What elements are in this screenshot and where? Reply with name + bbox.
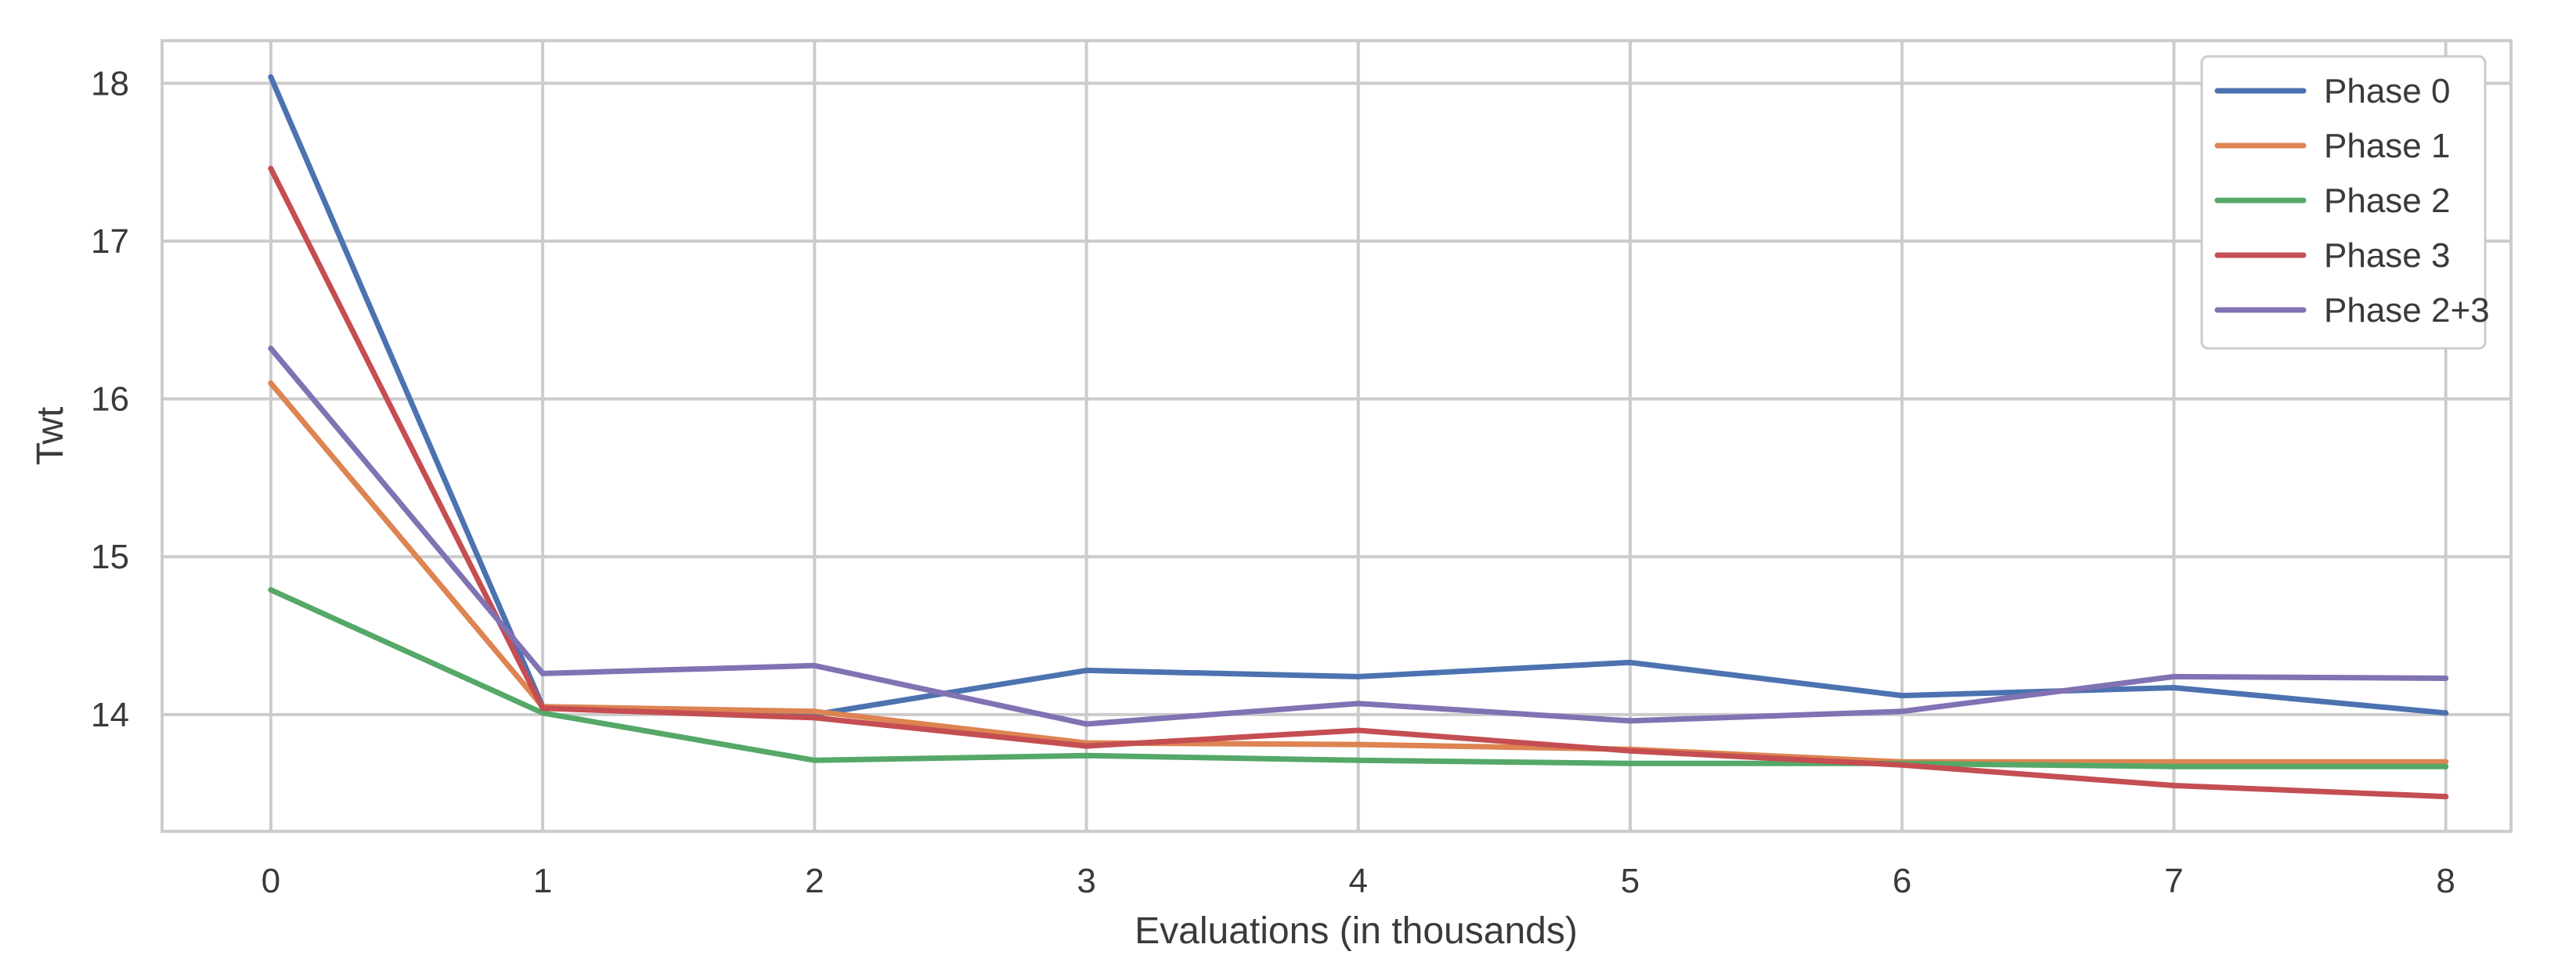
data-point — [1084, 721, 1090, 727]
data-point — [1355, 701, 1362, 707]
legend-box — [2200, 55, 2487, 350]
data-point — [1899, 762, 1905, 768]
data-point — [1627, 760, 1633, 766]
x-tick-label: 6 — [1892, 862, 1911, 900]
legend-label: Phase 2 — [2324, 182, 2450, 220]
data-point — [539, 710, 546, 716]
data-point — [1355, 673, 1362, 679]
grid-lines — [162, 41, 2511, 831]
legend-label: Phase 3 — [2324, 236, 2450, 275]
data-point — [2170, 763, 2177, 769]
data-point — [539, 670, 546, 676]
plot-area — [161, 39, 2513, 833]
legend-label: Phase 1 — [2324, 127, 2450, 165]
data-point — [811, 662, 817, 668]
x-tick-label: 5 — [1621, 862, 1640, 900]
y-tick-label: 14 — [91, 696, 129, 734]
data-point — [2170, 759, 2177, 765]
y-tick-label: 15 — [91, 538, 129, 576]
data-point — [268, 345, 274, 351]
data-point — [539, 705, 546, 712]
data-point — [1084, 743, 1090, 749]
data-point — [1084, 667, 1090, 673]
data-point — [1084, 752, 1090, 759]
y-tick-label: 16 — [91, 380, 129, 419]
data-point — [268, 165, 274, 171]
y-tick-label: 18 — [91, 64, 129, 103]
x-tick-label: 1 — [533, 862, 552, 900]
data-point — [268, 587, 274, 593]
x-axis-title: Evaluations (in thousands) — [1135, 910, 1578, 952]
y-axis-title: Twt — [30, 407, 71, 466]
data-point — [1355, 727, 1362, 733]
data-point — [2443, 763, 2449, 769]
data-point — [811, 715, 817, 721]
data-point — [2443, 759, 2449, 765]
data-point — [811, 708, 817, 715]
series-layer — [268, 74, 2449, 800]
data-point — [2443, 710, 2449, 716]
y-tick-label: 17 — [91, 222, 129, 261]
data-point — [1899, 708, 1905, 715]
data-point — [2443, 675, 2449, 681]
data-point — [811, 757, 817, 763]
legend: Phase 0 Phase 1 Phase 2 Phase 3 Phase 2+3 — [2200, 55, 2490, 350]
x-tick-label: 4 — [1349, 862, 1368, 900]
x-tick-labels: 0 1 2 3 4 5 6 7 8 — [262, 862, 2455, 900]
data-point — [2170, 783, 2177, 789]
data-point — [1627, 748, 1633, 754]
data-point — [2170, 685, 2177, 691]
data-point — [1627, 718, 1633, 724]
data-point — [1627, 659, 1633, 665]
x-tick-label: 8 — [2436, 862, 2455, 900]
data-point — [1355, 757, 1362, 763]
data-point — [268, 74, 274, 80]
data-point — [268, 380, 274, 386]
x-tick-label: 3 — [1077, 862, 1095, 900]
x-tick-label: 2 — [805, 862, 824, 900]
data-point — [1899, 693, 1905, 699]
data-point — [1355, 741, 1362, 748]
legend-label: Phase 2+3 — [2324, 291, 2490, 330]
legend-label: Phase 0 — [2324, 72, 2450, 110]
data-point — [2170, 673, 2177, 679]
x-tick-label: 0 — [262, 862, 280, 900]
x-tick-label: 7 — [2164, 862, 2183, 900]
y-tick-labels: 14 15 16 17 18 — [91, 64, 129, 733]
data-point — [2443, 794, 2449, 800]
